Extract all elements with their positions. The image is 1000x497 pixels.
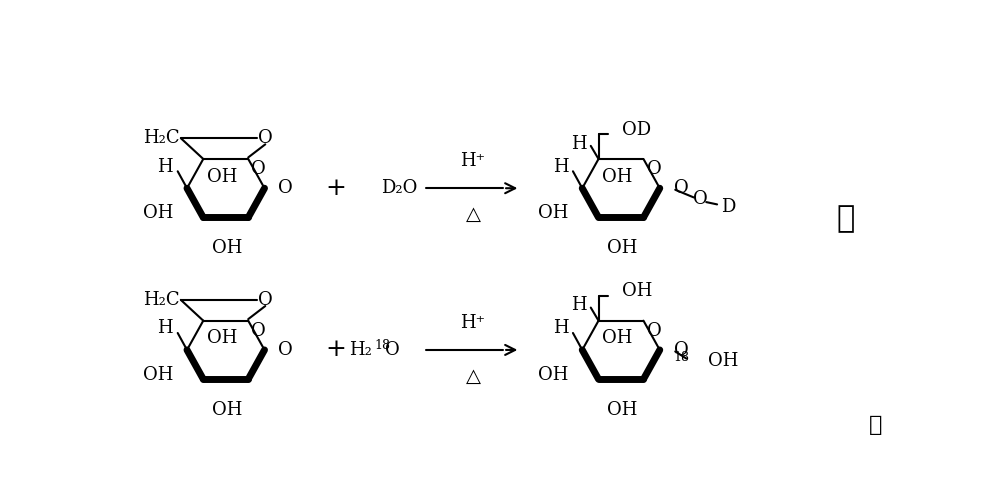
Text: H⁺: H⁺ [460,314,485,332]
Text: 或: 或 [837,204,855,235]
Text: O: O [674,341,688,359]
Text: O: O [251,160,266,178]
Text: O: O [278,179,293,197]
Text: O: O [693,190,707,208]
Text: △: △ [465,206,480,224]
Text: H: H [157,158,173,175]
Text: OH: OH [708,352,738,370]
Text: H₂C: H₂C [143,129,179,147]
Text: △: △ [465,368,480,386]
Text: H⁺: H⁺ [460,152,485,170]
Text: H₂: H₂ [349,341,371,359]
Text: OH: OH [602,167,632,186]
Text: OH: OH [607,401,638,419]
Text: H: H [571,135,587,153]
Text: H: H [571,296,587,314]
Text: OH: OH [538,204,568,222]
Text: H: H [553,158,568,175]
Text: OH: OH [622,282,652,300]
Text: OH: OH [212,239,242,257]
Text: H: H [157,320,173,337]
Text: OH: OH [207,167,237,186]
Text: 。: 。 [869,414,882,436]
Text: OH: OH [538,366,568,384]
Text: OH: OH [607,239,638,257]
Text: O: O [385,341,400,359]
Text: H: H [553,320,568,337]
Text: OH: OH [212,401,242,419]
Text: 18: 18 [375,339,391,352]
Text: O: O [647,160,661,178]
Text: O: O [258,129,273,147]
Text: +: + [325,338,346,361]
Text: O: O [251,322,266,339]
Text: D₂O: D₂O [381,179,417,197]
Text: O: O [674,179,688,197]
Text: H₂C: H₂C [143,291,179,309]
Text: O: O [278,341,293,359]
Text: 18: 18 [673,351,689,364]
Text: D: D [721,198,735,216]
Text: OH: OH [143,366,173,384]
Text: OH: OH [143,204,173,222]
Text: OH: OH [207,330,237,347]
Text: OD: OD [622,121,651,139]
Text: O: O [258,291,273,309]
Text: +: + [325,177,346,200]
Text: OH: OH [602,330,632,347]
Text: O: O [647,322,661,339]
